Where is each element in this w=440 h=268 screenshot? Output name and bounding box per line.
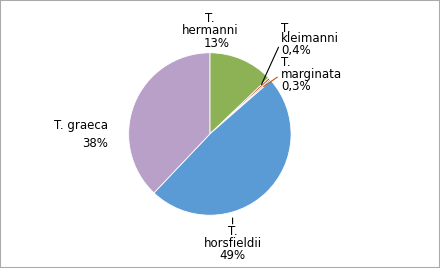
Text: 13%: 13% [203,36,229,50]
Text: T.: T. [281,56,291,69]
Text: 0,4%: 0,4% [281,44,311,57]
Text: marginata: marginata [281,68,342,81]
Text: 0,3%: 0,3% [281,80,311,93]
Text: T.: T. [228,225,238,238]
Text: horsfieldii: horsfieldii [204,237,262,250]
Wedge shape [210,79,271,134]
Text: 49%: 49% [220,249,246,262]
Wedge shape [154,81,291,215]
Text: 38%: 38% [82,137,108,150]
Text: hermanni: hermanni [182,24,238,37]
Text: kleimanni: kleimanni [281,32,339,46]
Text: T.: T. [205,12,215,25]
Text: T.: T. [281,22,291,35]
Wedge shape [210,78,270,134]
Wedge shape [128,53,210,193]
Text: T. graeca: T. graeca [54,119,108,132]
Wedge shape [210,53,268,134]
